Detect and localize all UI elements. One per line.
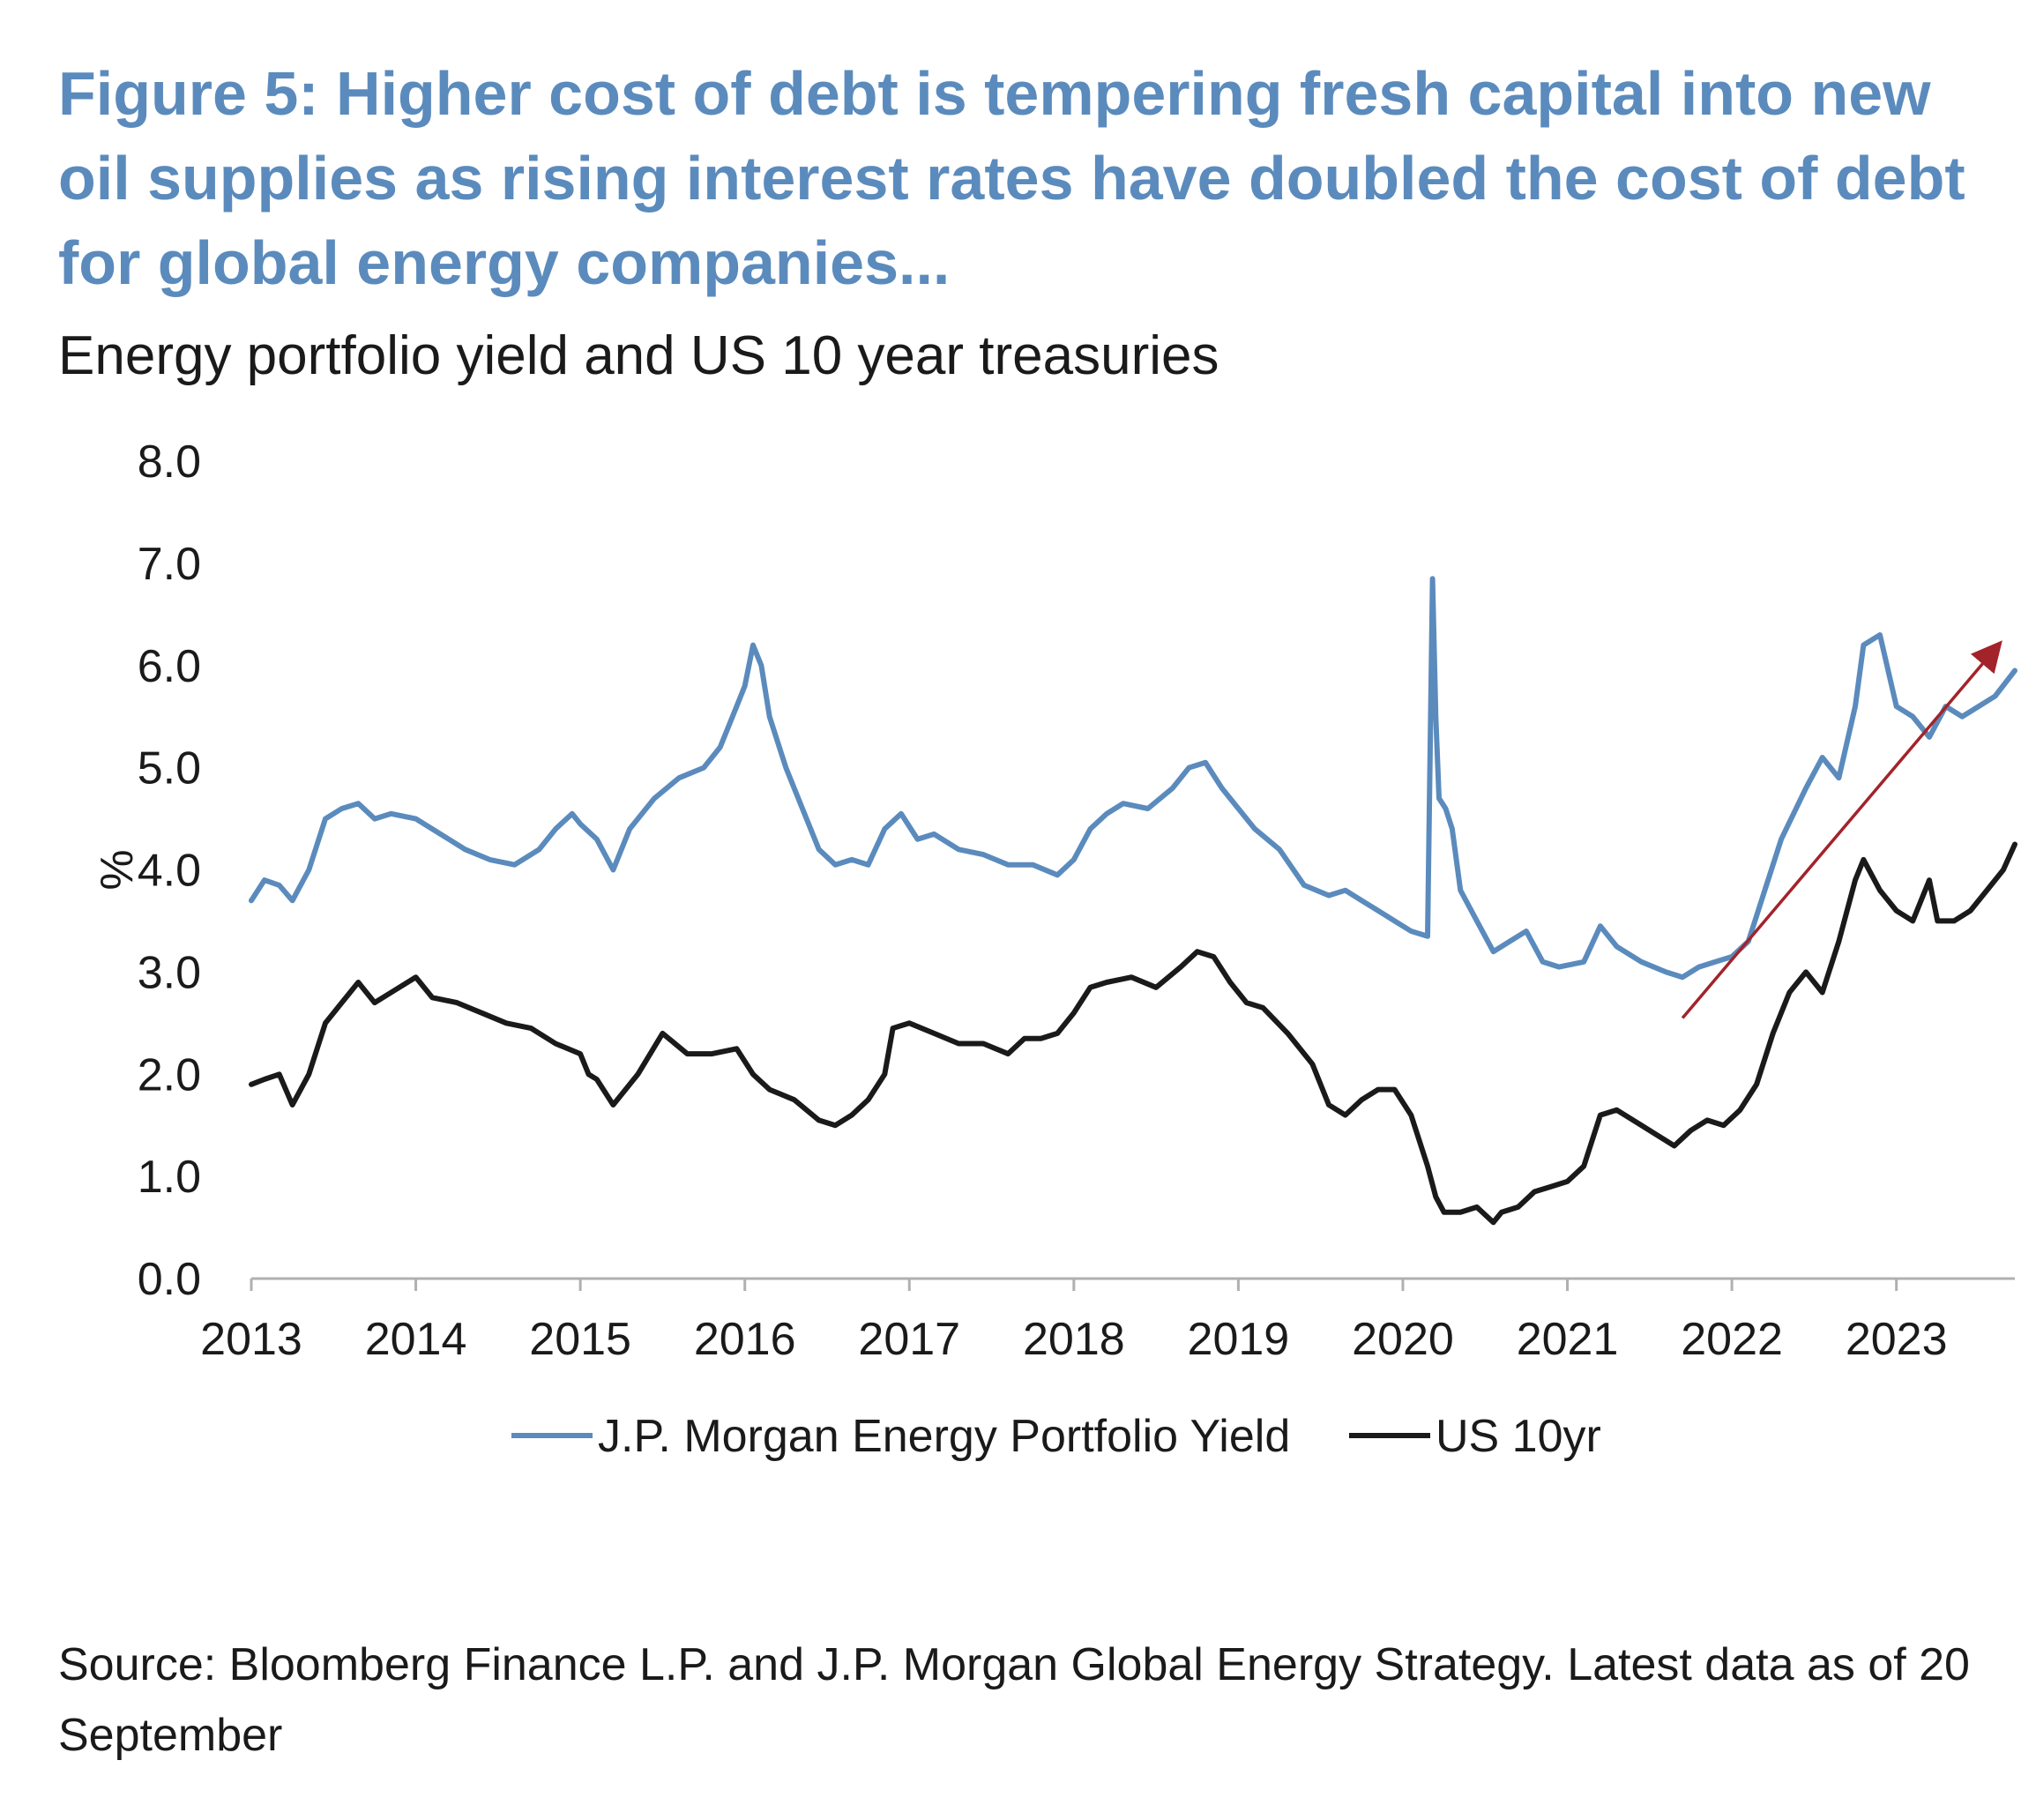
y-tick-label: 6.0 bbox=[138, 641, 201, 692]
y-tick-label: 0.0 bbox=[138, 1254, 201, 1305]
chart-subtitle: Energy portfolio yield and US 10 year tr… bbox=[58, 325, 1219, 386]
y-tick-label: 5.0 bbox=[138, 743, 201, 794]
legend-label-energy-yield: J.P. Morgan Energy Portfolio Yield bbox=[598, 1411, 1290, 1462]
legend-label-us-10yr: US 10yr bbox=[1436, 1411, 1601, 1462]
us-10yr-series-line bbox=[249, 841, 2017, 1226]
x-tick-label: 2014 bbox=[365, 1314, 467, 1365]
x-tick-label: 2021 bbox=[1517, 1314, 1619, 1365]
figure-title: Figure 5: Higher cost of debt is temperi… bbox=[58, 59, 1965, 297]
x-tick-label: 2017 bbox=[858, 1314, 960, 1365]
x-tick-label: 2020 bbox=[1352, 1314, 1454, 1365]
y-tick-label: 7.0 bbox=[138, 539, 201, 590]
x-tick-label: 2023 bbox=[1846, 1314, 1948, 1365]
x-tick-label: 2013 bbox=[200, 1314, 302, 1365]
x-tick-label: 2019 bbox=[1188, 1314, 1290, 1365]
y-tick-label: 8.0 bbox=[138, 436, 201, 488]
y-axis-label: % bbox=[92, 849, 143, 890]
source-note: Source: Bloomberg Finance L.P. and J.P. … bbox=[58, 1639, 1970, 1761]
y-tick-label: 1.0 bbox=[138, 1152, 201, 1203]
trend-arrow bbox=[1681, 640, 2002, 1019]
x-tick-label: 2022 bbox=[1681, 1314, 1783, 1365]
x-tick-label: 2018 bbox=[1023, 1314, 1125, 1365]
x-tick-label: 2016 bbox=[694, 1314, 796, 1365]
x-tick-label: 2015 bbox=[529, 1314, 631, 1365]
energy-yield-series-line bbox=[249, 576, 2017, 981]
y-tick-label: 4.0 bbox=[138, 846, 201, 897]
y-tick-label: 3.0 bbox=[138, 947, 201, 998]
y-tick-label: 2.0 bbox=[138, 1049, 201, 1100]
